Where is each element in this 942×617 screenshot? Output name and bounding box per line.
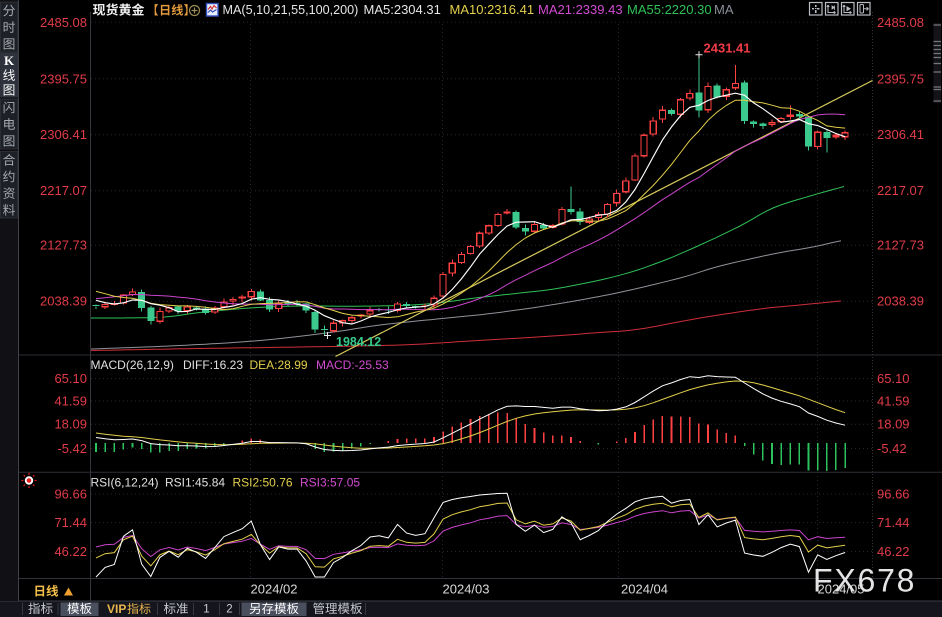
svg-text:2024/05: 2024/05: [818, 582, 865, 597]
svg-text:2024/03: 2024/03: [443, 582, 490, 597]
svg-text:96.66: 96.66: [877, 487, 910, 502]
svg-text:K: K: [4, 53, 15, 68]
svg-text:-5.42: -5.42: [57, 441, 87, 456]
svg-text:DIFF:16.23: DIFF:16.23: [183, 358, 243, 372]
svg-text:VIP: VIP: [107, 602, 126, 616]
svg-text:MA21:2339.43: MA21:2339.43: [538, 2, 623, 17]
svg-text:RSI2:50.76: RSI2:50.76: [233, 476, 293, 490]
svg-text:2: 2: [226, 604, 232, 616]
svg-text:MA5:2304.31: MA5:2304.31: [364, 2, 441, 17]
svg-text:2024/02: 2024/02: [251, 582, 298, 597]
svg-text:MA: MA: [714, 2, 734, 17]
svg-text:71.44: 71.44: [877, 515, 910, 530]
svg-text:2127.73: 2127.73: [40, 238, 87, 253]
svg-text:2038.39: 2038.39: [877, 294, 924, 309]
svg-text:MACD(26,12,9): MACD(26,12,9): [91, 358, 174, 372]
svg-text:2038.39: 2038.39: [40, 294, 87, 309]
svg-text:41.59: 41.59: [54, 394, 87, 409]
svg-text:41.59: 41.59: [877, 394, 910, 409]
svg-text:2217.07: 2217.07: [877, 183, 924, 198]
svg-text:MA10:2316.41: MA10:2316.41: [450, 2, 535, 17]
svg-text:1: 1: [203, 604, 209, 616]
svg-text:MA55:2220.30: MA55:2220.30: [627, 2, 712, 17]
svg-text:2217.07: 2217.07: [40, 183, 87, 198]
svg-text:2485.08: 2485.08: [40, 15, 87, 30]
svg-text:MA(5,10,21,55,100,200): MA(5,10,21,55,100,200): [223, 3, 359, 17]
svg-text:1984.12: 1984.12: [336, 335, 381, 349]
svg-text:2431.41: 2431.41: [704, 41, 751, 56]
svg-text:2127.73: 2127.73: [877, 238, 924, 253]
svg-text:-5.42: -5.42: [877, 441, 907, 456]
svg-text:18.09: 18.09: [54, 417, 87, 432]
svg-text:65.10: 65.10: [877, 371, 910, 386]
svg-text:FX678: FX678: [813, 563, 916, 599]
svg-text:46.22: 46.22: [877, 544, 910, 559]
svg-text:2024/04: 2024/04: [621, 582, 668, 597]
svg-text:RSI3:57.05: RSI3:57.05: [300, 476, 360, 490]
svg-text:96.66: 96.66: [54, 487, 87, 502]
svg-text:MACD:-25.53: MACD:-25.53: [316, 358, 389, 372]
svg-text:71.44: 71.44: [54, 515, 87, 530]
svg-text:DEA:28.99: DEA:28.99: [250, 358, 308, 372]
svg-text:2485.08: 2485.08: [877, 15, 924, 30]
svg-text:46.22: 46.22: [54, 544, 87, 559]
svg-text:RSI1:45.84: RSI1:45.84: [165, 476, 225, 490]
svg-text:2395.75: 2395.75: [877, 71, 924, 86]
svg-text:65.10: 65.10: [54, 371, 87, 386]
svg-text:2306.41: 2306.41: [877, 127, 924, 142]
svg-text:18.09: 18.09: [877, 417, 910, 432]
svg-text:2306.41: 2306.41: [40, 127, 87, 142]
svg-text:2395.75: 2395.75: [40, 71, 87, 86]
svg-text:RSI(6,12,24): RSI(6,12,24): [91, 476, 159, 490]
